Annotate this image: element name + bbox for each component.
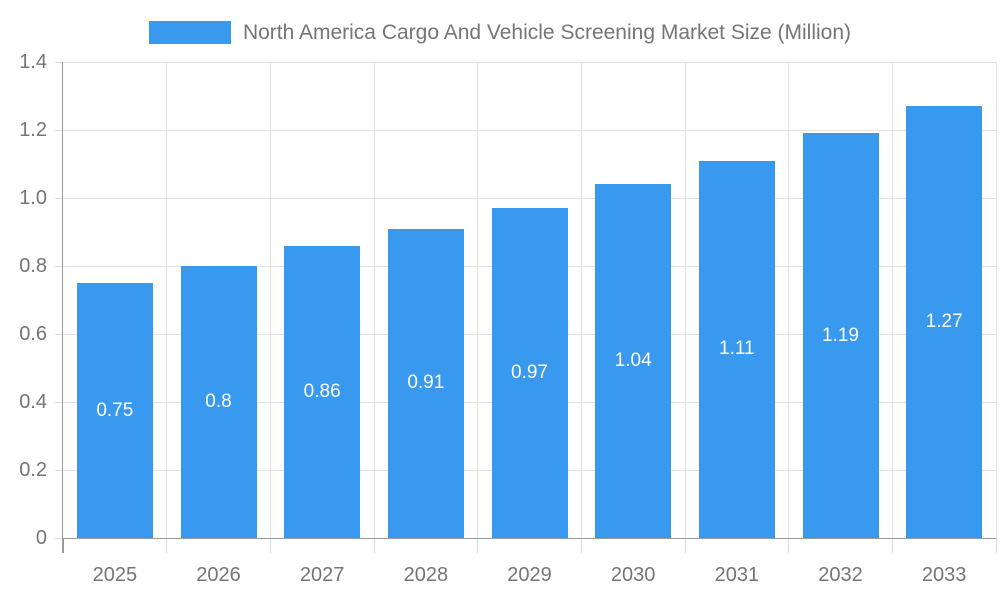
y-axis-label: 0.6 <box>19 323 47 345</box>
y-gridline <box>63 61 996 63</box>
y-axis-label: 0.8 <box>19 255 47 277</box>
bar-value-label: 0.91 <box>407 372 445 394</box>
bar-value-label: 0.86 <box>303 380 341 402</box>
y-axis-label: 1.2 <box>19 119 47 141</box>
bar-2030: 1.04 <box>595 184 672 538</box>
y-axis-tick <box>55 129 63 131</box>
x-gridline <box>684 62 686 538</box>
y-axis-tick <box>55 333 63 335</box>
x-axis-tick <box>477 538 479 553</box>
x-axis-tick <box>788 538 790 553</box>
bar-2025: 0.75 <box>76 283 153 538</box>
y-axis-tick <box>55 265 63 267</box>
x-axis-label: 2026 <box>196 564 241 586</box>
y-axis-tick <box>55 469 63 471</box>
y-axis-label: 0.4 <box>19 391 47 413</box>
y-axis-label: 0.2 <box>19 459 47 481</box>
y-axis-line <box>62 62 63 553</box>
x-axis-line <box>63 537 996 539</box>
x-axis-tick <box>995 538 997 553</box>
x-axis-label: 2032 <box>818 564 863 586</box>
bar-value-label: 1.04 <box>614 350 652 372</box>
x-axis-tick <box>684 538 686 553</box>
x-gridline <box>166 62 168 538</box>
bar-2027: 0.86 <box>284 245 361 538</box>
y-axis-label: 0 <box>35 527 47 549</box>
x-axis-label: 2029 <box>507 564 552 586</box>
y-gridline <box>63 197 996 199</box>
y-gridline <box>63 129 996 131</box>
x-axis-tick <box>891 538 893 553</box>
x-gridline <box>995 62 997 538</box>
y-axis-label: 1.4 <box>19 51 47 73</box>
y-axis-label: 1.0 <box>19 187 47 209</box>
y-axis-tick <box>55 197 63 199</box>
bar-value-label: 1.11 <box>719 338 755 360</box>
x-gridline <box>580 62 582 538</box>
bar-value-label: 0.97 <box>511 362 548 384</box>
chart-legend[interactable]: North America Cargo And Vehicle Screenin… <box>0 21 1000 44</box>
y-axis-tick <box>55 61 63 63</box>
x-axis-label: 2030 <box>610 564 656 586</box>
bar-2029: 0.97 <box>491 208 568 538</box>
x-gridline <box>269 62 271 538</box>
y-axis-tick <box>55 401 63 403</box>
bar-2032: 1.19 <box>802 133 879 538</box>
x-axis-label: 2031 <box>714 564 760 586</box>
y-axis-tick <box>55 537 63 539</box>
x-axis-tick <box>373 538 375 553</box>
x-gridline <box>891 62 893 538</box>
bar-2026: 0.8 <box>180 266 257 538</box>
legend-label: North America Cargo And Vehicle Screenin… <box>242 21 852 44</box>
x-axis-label: 2028 <box>403 564 449 586</box>
bar-2028: 0.91 <box>387 228 464 538</box>
x-axis-label: 2027 <box>299 564 345 586</box>
x-axis-tick <box>166 538 168 553</box>
legend-swatch-icon <box>148 21 231 44</box>
bar-2031: 1.11 <box>698 160 775 538</box>
bar-value-label: 1.19 <box>822 324 859 346</box>
bar-2033: 1.27 <box>906 106 983 538</box>
bar-value-label: 1.27 <box>925 311 963 333</box>
x-axis-label: 2033 <box>921 564 967 586</box>
bar-value-label: 0.75 <box>96 399 134 421</box>
x-gridline <box>788 62 790 538</box>
x-gridline <box>477 62 479 538</box>
bar-value-label: 0.8 <box>205 391 232 412</box>
x-axis-tick <box>580 538 582 553</box>
x-axis-tick <box>62 538 64 553</box>
x-axis-label: 2025 <box>92 564 138 586</box>
x-axis-tick <box>269 538 271 553</box>
x-gridline <box>373 62 375 538</box>
